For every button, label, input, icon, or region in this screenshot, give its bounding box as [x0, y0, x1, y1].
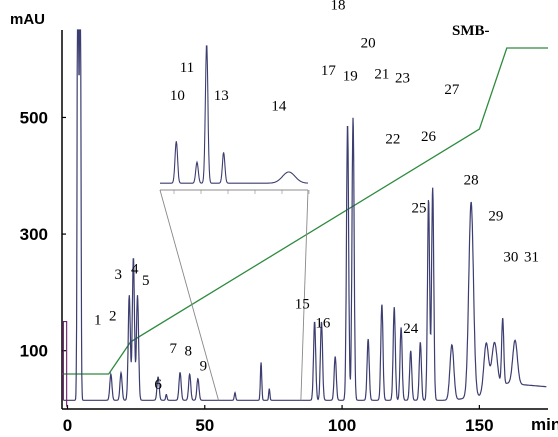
peak-label-30: 30 — [503, 249, 518, 265]
x-tick-label: 0 — [63, 416, 72, 435]
zoom-inset — [159, 45, 310, 401]
peak-label-27: 27 — [444, 82, 460, 98]
peak-label-9: 9 — [200, 359, 208, 375]
peak-label-7: 7 — [169, 341, 177, 357]
peak-label-26: 26 — [421, 129, 437, 145]
x-axis-label: min — [531, 415, 558, 434]
x-tick-label: 150 — [465, 416, 493, 435]
axes: 100 300 500 0 50 100 150 — [20, 30, 548, 435]
peak-labels: 1234567891011121314151617181920212223242… — [94, 0, 539, 393]
peak-label-8: 8 — [185, 343, 193, 359]
peak-label-28: 28 — [464, 173, 479, 189]
peak-label-2: 2 — [109, 308, 117, 324]
zoom-line-right — [300, 189, 309, 401]
peak-label-1: 1 — [94, 312, 102, 328]
peak-label-5: 5 — [142, 273, 150, 289]
peak-label-21: 21 — [374, 66, 389, 82]
x-tick-label: 50 — [195, 416, 214, 435]
chromatogram-series — [62, 29, 547, 407]
y-tick-label: 100 — [20, 342, 48, 361]
inset-trace — [160, 45, 308, 184]
peak-label-18: 18 — [330, 0, 345, 14]
peak-label-6: 6 — [154, 377, 162, 393]
peak-label-23: 23 — [395, 70, 410, 86]
peak-label-10: 10 — [170, 88, 185, 104]
x-tick-label: 100 — [328, 416, 356, 435]
peak-label-20: 20 — [361, 35, 376, 51]
gradient-line — [62, 47, 548, 375]
peak-label-3: 3 — [115, 267, 123, 283]
chart-title: SMB- — [452, 23, 490, 39]
zoom-line-left — [159, 189, 219, 401]
peak-label-14: 14 — [271, 98, 287, 114]
peak-label-15: 15 — [295, 297, 310, 313]
y-axis-label: mAU — [10, 11, 45, 28]
peak-label-24: 24 — [403, 321, 419, 337]
y-tick-label: 500 — [20, 108, 48, 127]
peak-label-17: 17 — [321, 63, 337, 79]
peak-label-19: 19 — [343, 69, 358, 85]
peak-label-16: 16 — [315, 315, 331, 331]
injection-artifact — [62, 320, 68, 407]
peak-label-25: 25 — [411, 201, 426, 217]
peak-label-4: 4 — [131, 262, 139, 278]
peak-label-13: 13 — [214, 88, 229, 104]
chromatogram-line — [63, 29, 547, 401]
peak-label-29: 29 — [488, 209, 503, 225]
peak-label-31: 31 — [524, 249, 539, 265]
peak-label-11: 11 — [180, 60, 194, 76]
peak-label-22: 22 — [385, 132, 400, 148]
gradient-series — [62, 47, 548, 375]
y-tick-label: 300 — [20, 225, 48, 244]
